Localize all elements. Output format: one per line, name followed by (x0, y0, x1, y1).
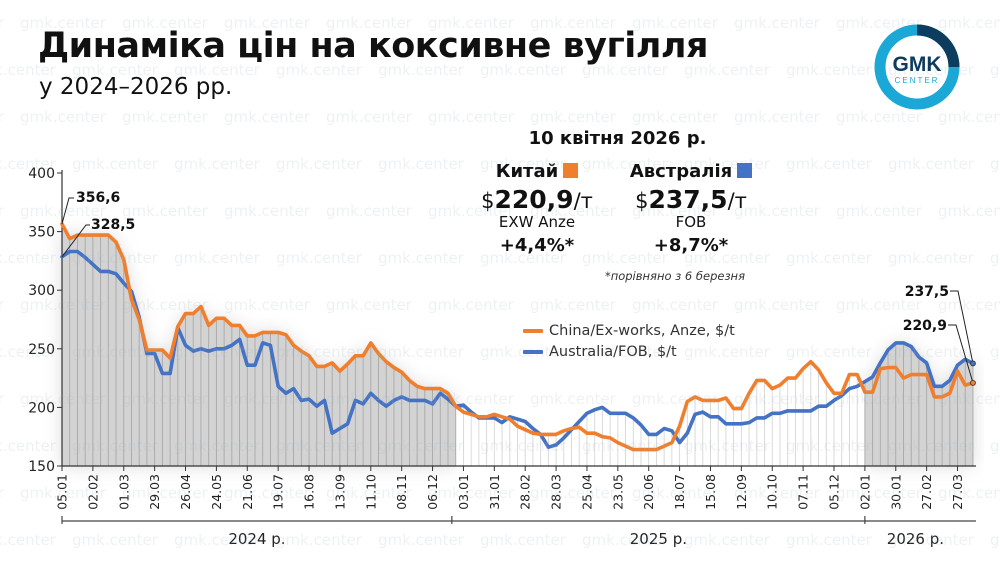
x-tick-label: 05.01 (55, 474, 70, 510)
x-tick-label: 18.07 (672, 474, 687, 510)
page-subtitle: у 2024–2026 рр. (39, 74, 233, 100)
x-tick-label: 15.08 (703, 474, 718, 510)
x-tick-label: 07.11 (796, 474, 811, 510)
year-label: 2024 р. (228, 530, 285, 548)
x-tick-label: 01.03 (116, 474, 131, 510)
legend-item-china: China/Ex-works, Anze, $/t (523, 320, 735, 341)
australia-price: 237,5 (648, 185, 728, 214)
annotation-label: 220,9 (903, 318, 947, 334)
x-tick-label: 28.02 (518, 474, 533, 510)
x-tick-label: 27.02 (919, 474, 934, 510)
year-label: 2025 р. (630, 530, 687, 548)
australia-change: +8,7%* (653, 235, 729, 256)
x-tick-label: 27.03 (950, 474, 965, 510)
page-title: Динаміка цін на коксивне вугілля (38, 26, 709, 66)
x-tick-label: 12.09 (734, 474, 749, 510)
x-tick-label: 23.05 (610, 474, 625, 510)
x-tick-label: 06.12 (425, 474, 440, 510)
svg-text:CENTER: CENTER (895, 76, 940, 85)
china-label: Китай (495, 161, 559, 182)
annotation-label: 356,6 (76, 190, 120, 206)
x-tick-label: 11.10 (363, 474, 378, 510)
x-tick-label: 13.09 (332, 474, 347, 510)
annotation-leader (948, 324, 974, 384)
china-change: +4,4%* (499, 235, 575, 256)
x-tick-label: 25.04 (579, 474, 594, 510)
y-tick-label: 300 (28, 283, 55, 299)
china-summary: Китай $220,9/т EXW Anze +4,4%* (462, 161, 612, 256)
china-price-line (60, 222, 975, 452)
x-tick-label: 31.01 (487, 474, 502, 510)
area-fill-2024 (62, 223, 456, 466)
currency-symbol: $ (635, 189, 649, 213)
annotation-label: 237,5 (905, 284, 949, 300)
y-tick-label: 400 (28, 166, 55, 182)
china-color-swatch (563, 163, 579, 178)
chart-legend: China/Ex-works, Anze, $/t Australia/FOB,… (523, 320, 735, 362)
x-tick-label: 02.02 (85, 474, 100, 510)
legend-label: China/Ex-works, Anze, $/t (549, 322, 735, 339)
x-tick-label: 29.03 (147, 474, 162, 510)
china-basis: EXW Anze (498, 213, 576, 231)
y-tick-label: 200 (28, 400, 55, 416)
price-unit: /т (573, 189, 593, 213)
x-tick-label: 30.01 (888, 474, 903, 510)
x-tick-label: 03.01 (456, 474, 471, 510)
x-tick-label: 19.07 (271, 474, 286, 510)
annotation-leader (61, 224, 90, 258)
gmk-center-logo: GMK CENTER (874, 24, 960, 110)
x-tick-label: 05.12 (827, 474, 842, 510)
price-unit: /т (727, 189, 747, 213)
x-tick-label: 16.08 (302, 474, 317, 510)
annotation-leader (61, 197, 74, 224)
currency-symbol: $ (481, 189, 495, 213)
legend-swatch (523, 349, 543, 354)
x-tick-label: 10.10 (765, 474, 780, 510)
australia-basis: FOB (675, 213, 707, 231)
annotation-point (970, 360, 976, 367)
x-tick-label: 21.06 (240, 474, 255, 510)
australia-color-swatch (737, 163, 753, 178)
x-tick-label: 28.03 (549, 474, 564, 510)
annotation-point (970, 380, 976, 386)
x-tick-label: 24.05 (209, 474, 224, 510)
australia-price-line (60, 249, 975, 449)
annotation-leader (950, 290, 974, 364)
y-tick-label: 250 (28, 342, 55, 358)
svg-text:GMK: GMK (893, 53, 942, 76)
x-tick-label: 08.11 (394, 474, 409, 510)
y-tick-label: 350 (28, 225, 55, 241)
australia-summary: Австралія $237,5/т FOB +8,7%* (616, 161, 766, 256)
legend-item-australia: Australia/FOB, $/t (523, 341, 735, 362)
x-tick-label: 20.06 (641, 474, 656, 510)
year-label: 2026 р. (887, 530, 944, 548)
china-price: 220,9 (494, 185, 574, 214)
x-tick-label: 02.01 (857, 474, 872, 510)
y-tick-label: 150 (28, 459, 55, 475)
annotation-label: 328,5 (91, 217, 135, 233)
legend-label: Australia/FOB, $/t (549, 343, 677, 360)
legend-swatch (523, 328, 543, 333)
area-fill-2025 (455, 361, 865, 466)
footnote: *порівняно з 6 березня (604, 269, 745, 283)
x-tick-label: 26.04 (178, 474, 193, 510)
australia-label: Австралія (629, 161, 733, 182)
summary-date: 10 квітня 2026 р. (528, 128, 707, 149)
